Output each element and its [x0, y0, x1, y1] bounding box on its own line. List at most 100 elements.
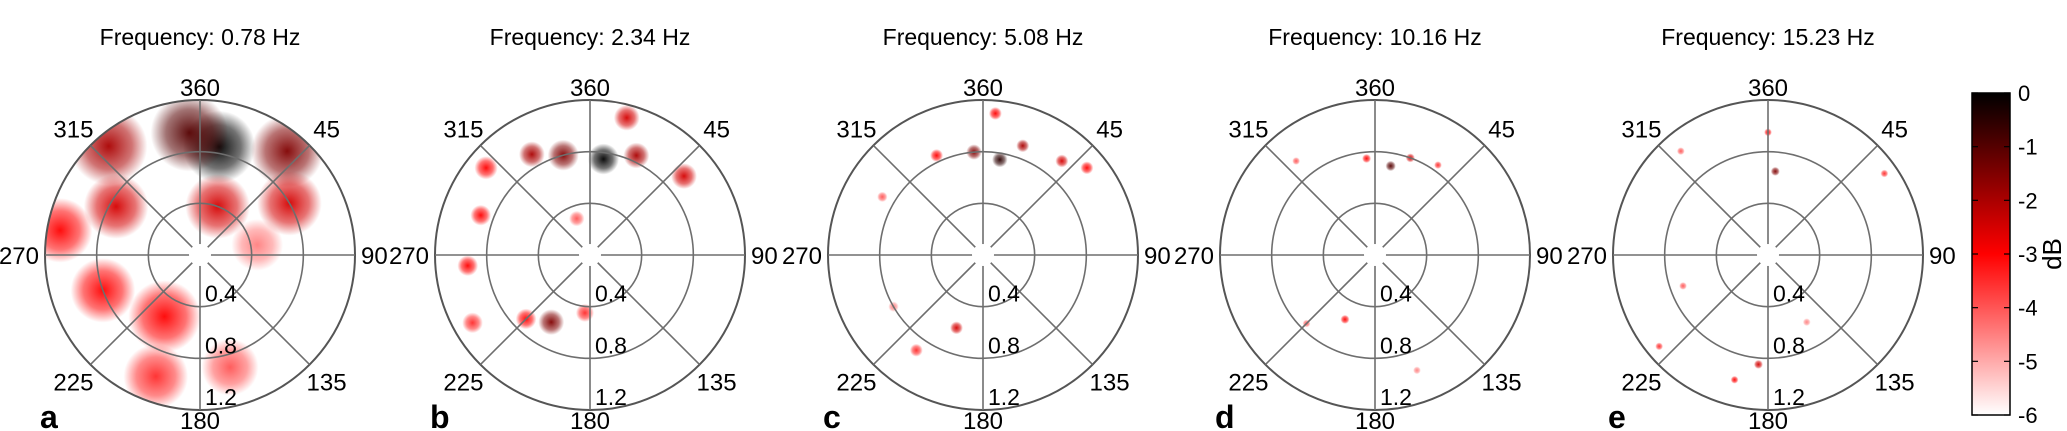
angle-tick-label: 45 [313, 116, 340, 143]
heat-blob [587, 143, 619, 175]
heat-blob [909, 343, 923, 357]
angle-tick-label: 315 [1621, 116, 1661, 143]
heat-blob [1385, 160, 1396, 172]
radial-tick-label: 0.8 [1380, 332, 1412, 358]
angle-tick-label: 360 [180, 75, 220, 102]
angle-tick-label: 180 [180, 408, 220, 431]
heat-blob [457, 255, 479, 277]
angle-tick-label: 90 [751, 243, 778, 270]
colorbar-label: dB [2037, 238, 2067, 270]
angle-spoke [89, 144, 201, 256]
polar-grid [827, 99, 1139, 411]
angle-tick-label: 225 [443, 370, 483, 397]
angle-spoke [872, 254, 984, 366]
heat-blob [1292, 157, 1300, 165]
panel-letter: a [40, 399, 58, 431]
angle-tick-label: 225 [836, 370, 876, 397]
heat-blob [1413, 366, 1421, 375]
angle-tick-label: 315 [836, 116, 876, 143]
angle-tick-label: 360 [1355, 75, 1395, 102]
colorbar-tick-label: -5 [2018, 349, 2038, 374]
angle-tick-label: 270 [1174, 243, 1214, 270]
heat-blob [123, 344, 189, 409]
radial-tick-label: 1.2 [595, 384, 627, 410]
heat-blob [518, 141, 545, 168]
heat-blob [1802, 318, 1811, 326]
panel-title: Frequency: 10.16 Hz [1268, 24, 1482, 50]
colorbar-tick-label: -1 [2018, 135, 2038, 160]
heat-blob [1676, 147, 1685, 155]
angle-tick-label: 180 [1355, 408, 1395, 431]
heat-blob [930, 149, 944, 162]
angle-tick-label: 90 [361, 243, 388, 270]
panel-title: Frequency: 5.08 Hz [883, 24, 1084, 50]
radial-tick-label: 0.4 [988, 281, 1020, 307]
angle-tick-label: 315 [1228, 116, 1268, 143]
angle-tick-label: 90 [1929, 243, 1956, 270]
center-hole [972, 244, 994, 266]
radial-tick-label: 0.4 [1380, 281, 1412, 307]
heat-blob [1655, 342, 1664, 351]
radial-tick-label: 0.8 [595, 332, 627, 358]
panel-title: Frequency: 2.34 Hz [490, 24, 691, 50]
colorbar-ticks: 0 -1 -2 -3 -4 -5 -6 [1972, 81, 2038, 428]
angle-spoke [1767, 254, 1879, 366]
polar-grid [434, 99, 746, 411]
angle-spoke [479, 254, 591, 366]
polar-grid [44, 99, 356, 411]
radial-tick-label: 1.2 [1773, 384, 1805, 410]
angle-spoke [589, 144, 701, 256]
heat-blob [231, 219, 284, 271]
heat-blob [1880, 169, 1889, 178]
center-hole [1757, 244, 1779, 266]
angle-spoke [982, 144, 1094, 256]
panel-letter: c [823, 399, 841, 431]
angle-spoke [1264, 144, 1376, 256]
radial-tick-label: 1.2 [988, 384, 1020, 410]
angle-tick-label: 180 [570, 408, 610, 431]
angle-tick-label: 270 [0, 243, 39, 270]
center-hole [1364, 244, 1386, 266]
angle-tick-label: 315 [443, 116, 483, 143]
radial-tick-label: 1.2 [205, 384, 237, 410]
heat-blob [950, 321, 963, 335]
radial-tick-label: 0.8 [988, 332, 1020, 358]
angle-tick-label: 180 [963, 408, 1003, 431]
polar-panel-e: Frequency: 15.23 Hz 360 45 90 135 180 225 270 31… [1567, 24, 1956, 431]
angle-tick-label: 135 [307, 370, 347, 397]
angle-tick-label: 360 [1748, 75, 1788, 102]
polar-grid [1612, 99, 1924, 411]
heat-blob [538, 309, 565, 336]
colorbar: 0 -1 -2 -3 -4 -5 -6 dB [1971, 81, 2067, 428]
heat-blob [992, 151, 1008, 168]
panel-title: Frequency: 0.78 Hz [100, 24, 301, 50]
panel-title: Frequency: 15.23 Hz [1661, 24, 1875, 50]
radial-tick-label: 0.8 [1773, 332, 1805, 358]
heat-blob [623, 142, 650, 169]
angle-spoke [479, 144, 591, 256]
heat-blob [671, 163, 697, 190]
heat-blob [1434, 161, 1442, 169]
angle-tick-label: 225 [1621, 370, 1661, 397]
angle-spoke [199, 144, 311, 256]
angle-tick-label: 135 [1090, 370, 1130, 397]
heat-blob [83, 174, 149, 239]
colorbar-tick-label: -4 [2018, 296, 2038, 321]
heat-layer [877, 106, 1094, 357]
panel-letter: e [1608, 399, 1626, 431]
heat-blob [1730, 375, 1739, 384]
heat-blob [1080, 161, 1094, 175]
colorbar-tick-label: 0 [2018, 81, 2030, 106]
angle-spoke [1767, 144, 1879, 256]
colorbar-tick-label: -6 [2018, 403, 2038, 428]
heat-blob [1055, 154, 1069, 168]
angle-tick-label: 90 [1144, 243, 1171, 270]
angle-tick-label: 270 [389, 243, 429, 270]
polar-panel-b: Frequency: 2.34 Hz 360 45 90 135 180 225 270 315… [389, 24, 778, 431]
heat-blob [1340, 314, 1350, 324]
heat-layer [1655, 128, 1889, 384]
angle-tick-label: 45 [1881, 116, 1908, 143]
angle-tick-label: 360 [963, 75, 1003, 102]
angle-tick-label: 45 [1096, 116, 1123, 143]
